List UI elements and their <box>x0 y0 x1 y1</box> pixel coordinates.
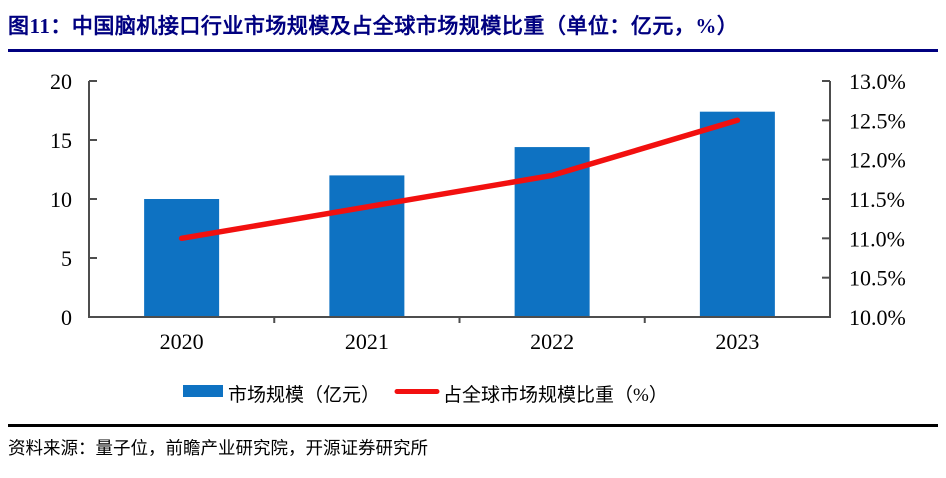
right-axis-tick-label: 13.0% <box>849 69 906 94</box>
right-axis-tick-label: 11.0% <box>849 226 905 251</box>
right-axis-tick-label: 12.5% <box>849 108 906 133</box>
bar-2021 <box>329 175 405 317</box>
legend-bar-label: 市场规模（亿元） <box>228 384 380 406</box>
title-divider <box>8 49 938 52</box>
right-axis-tick-label: 11.5% <box>849 187 905 212</box>
x-axis-label: 2023 <box>715 329 759 354</box>
x-axis-label: 2022 <box>530 329 574 354</box>
right-axis-tick-label: 10.0% <box>849 305 906 330</box>
bar-2023 <box>699 111 775 318</box>
source-text: 资料来源：量子位，前瞻产业研究院，开源证券研究所 <box>8 438 428 458</box>
x-axis-label: 2020 <box>160 329 204 354</box>
legend-line-label: 占全球市场规模比重（%） <box>443 384 668 406</box>
figure-title: 图11：中国脑机接口行业市场规模及占全球市场规模比重（单位：亿元，%） <box>8 14 739 38</box>
left-axis-tick-label: 0 <box>61 305 72 330</box>
legend-bar-swatch <box>183 385 223 397</box>
right-axis-tick-label: 12.0% <box>849 148 906 173</box>
x-axis-label: 2021 <box>345 329 389 354</box>
source-divider <box>8 424 938 427</box>
left-axis-tick-label: 10 <box>50 187 72 212</box>
right-axis-tick-label: 10.5% <box>849 266 906 291</box>
left-axis-tick-label: 15 <box>50 128 72 153</box>
bar-2020 <box>144 199 220 317</box>
left-axis-tick-label: 20 <box>50 69 72 94</box>
global-share-line <box>178 117 741 242</box>
left-axis-tick-label: 5 <box>61 246 72 271</box>
